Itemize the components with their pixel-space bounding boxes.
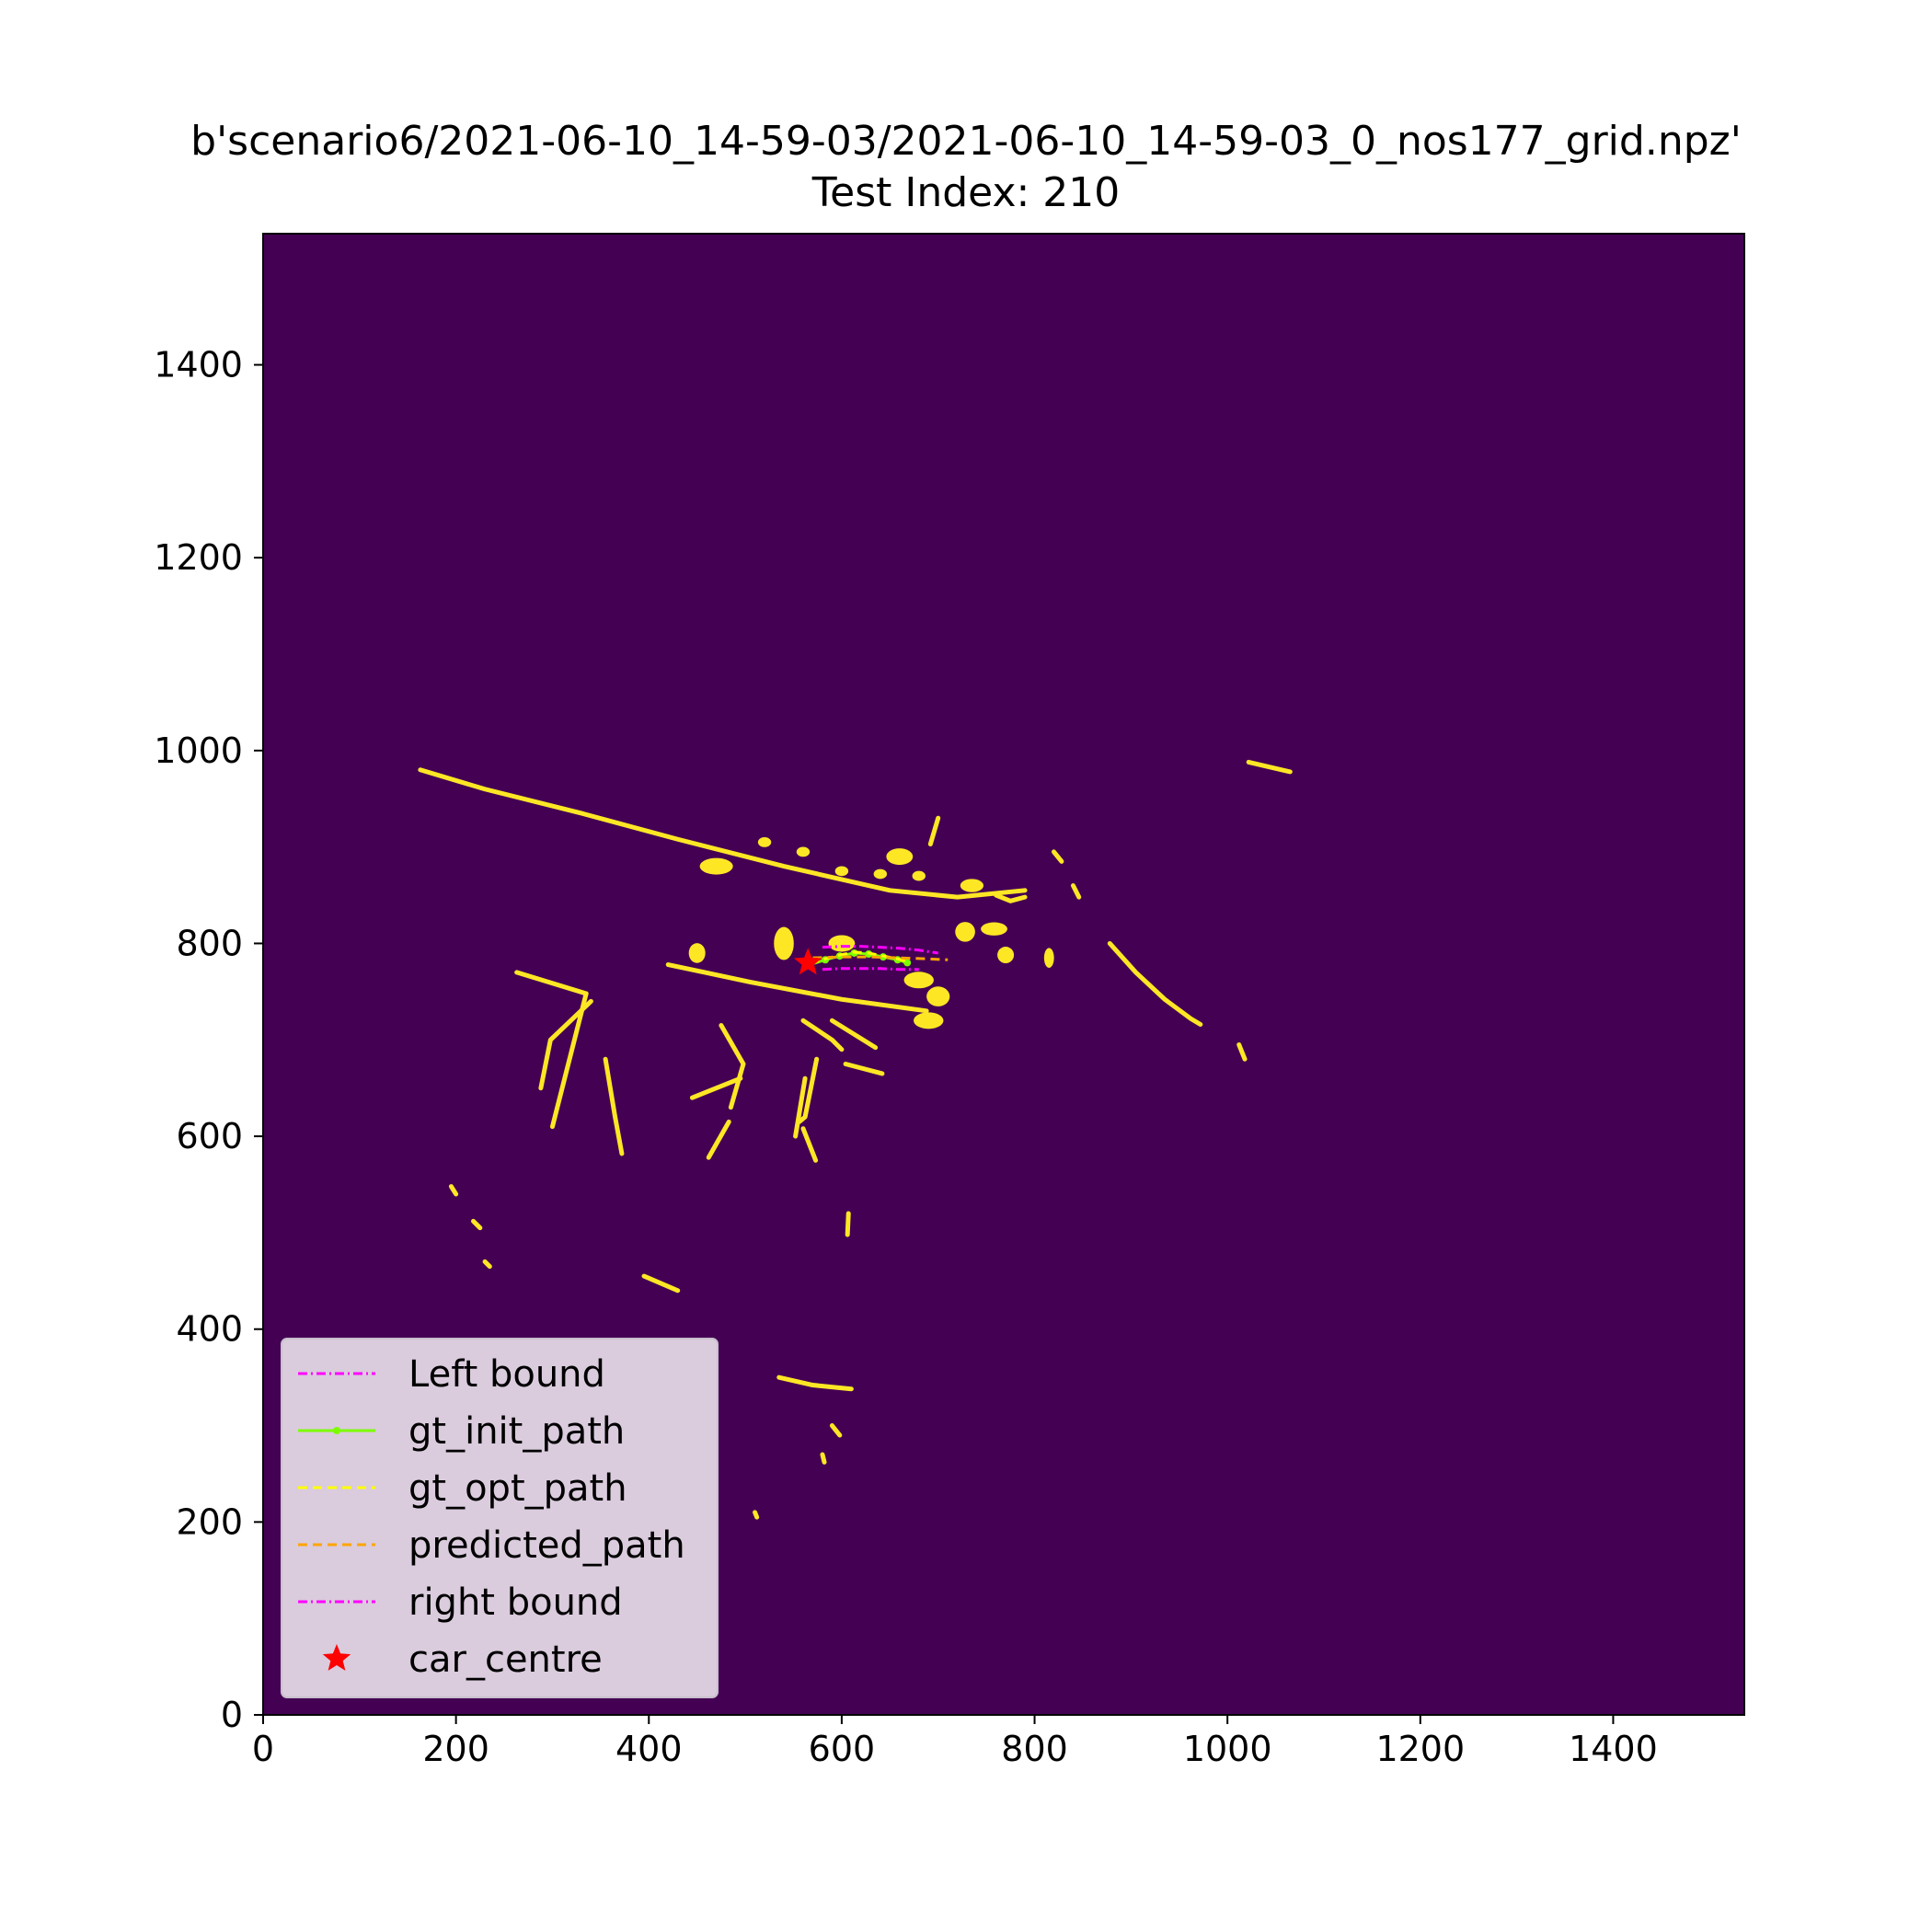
occupancy-segment (689, 1075, 743, 1100)
occupancy-cell (688, 943, 706, 963)
occupancy-segment (641, 1273, 681, 1294)
occupancy-cell (834, 866, 849, 877)
y-tick-label: 400 (176, 1309, 243, 1350)
occupancy-segment (800, 1018, 845, 1052)
occupancy-segment (514, 970, 589, 996)
occupancy-segment (665, 962, 929, 1014)
left-bound-line (822, 945, 938, 955)
legend-box (281, 1338, 719, 1698)
y-tick-label: 1400 (154, 345, 243, 385)
x-tick-label: 400 (615, 1729, 683, 1769)
occupancy-segment (994, 892, 1028, 903)
x-tick-label: 1000 (1183, 1729, 1272, 1769)
gt-init-path-point (903, 959, 912, 967)
y-tick-label: 1000 (154, 730, 243, 771)
x-tick-label: 1400 (1569, 1729, 1658, 1769)
legend-car-centre-label: car_centre (408, 1639, 603, 1681)
occupancy-cell (1043, 948, 1054, 968)
occupancy-segment (843, 1061, 885, 1076)
occupancy-cell (997, 947, 1015, 964)
occupancy-segment (706, 1119, 731, 1160)
occupancy-segment (845, 1211, 851, 1237)
x-tick-label: 600 (809, 1729, 876, 1769)
occupancy-segment (829, 1018, 879, 1051)
occupancy-segment (793, 1075, 808, 1139)
occupancy-cell (828, 935, 856, 952)
occupancy-cell (699, 857, 733, 875)
legend-left-bound-label: Left bound (408, 1353, 605, 1396)
series-layer (794, 945, 949, 975)
y-tick-label: 0 (221, 1695, 243, 1735)
x-tick-label: 800 (1001, 1729, 1068, 1769)
y-tick-label: 200 (176, 1501, 243, 1542)
y-tick-label: 800 (176, 923, 243, 963)
occupancy-segment (1052, 849, 1064, 864)
occupancy-segment (471, 1218, 483, 1231)
occupancy-segment (549, 991, 589, 1130)
occupancy-segment (829, 1423, 843, 1438)
occupancy-segment (776, 1374, 854, 1392)
occupancy-cell (914, 1012, 944, 1029)
occupancy-cell (886, 848, 914, 866)
legend-right-bound-label: right bound (408, 1581, 623, 1624)
predicted-path-line (812, 955, 949, 961)
occupancy-cell (912, 870, 926, 881)
occupancy-segment (1070, 883, 1082, 900)
occupancy-cell (981, 922, 1007, 936)
occupancy-cell (955, 922, 975, 942)
occupancy-segment (1246, 759, 1293, 775)
legend: Left bound gt_init_path gt_opt_pathpredict… (281, 1338, 719, 1698)
occupancy-segment (719, 1023, 746, 1110)
occupancy-segment (482, 1259, 492, 1270)
axes: 0 200 400 600 800 1000 1200 1400 0 200 400 600 800 10… (154, 345, 1658, 1769)
car-centre-marker (794, 948, 822, 975)
occupancy-cell (960, 879, 984, 892)
right-bound-line (822, 967, 919, 972)
occupancy-cell (757, 836, 772, 847)
occupancy-cell (926, 986, 950, 1006)
occupancy-segment (418, 767, 1028, 900)
occupancy-segment (753, 1510, 760, 1520)
x-tick-label: 1200 (1375, 1729, 1465, 1769)
legend-gt-init-path-label: gt_init_path (408, 1410, 625, 1453)
occupancy-cell (873, 868, 888, 880)
x-tick-label: 200 (422, 1729, 489, 1769)
occupancy-segment (797, 1056, 820, 1124)
occupancy-segment (603, 1056, 625, 1156)
legend-gt-init-path-dot (333, 1427, 340, 1434)
y-tick-label: 600 (176, 1116, 243, 1156)
occupancy-segment (800, 1126, 819, 1163)
occupancy-segment (1107, 940, 1203, 1028)
occupancy-layer (418, 759, 1293, 1520)
y-tick-label: 1200 (154, 537, 243, 578)
x-tick-label: 0 (252, 1729, 274, 1769)
occupancy-segment (1236, 1042, 1248, 1062)
occupancy-cell (796, 846, 811, 857)
chart-subtitle: Test Index: 210 (811, 169, 1121, 216)
occupancy-segment (820, 1452, 827, 1465)
legend-gt-opt-path-label: gt_opt_path (408, 1467, 627, 1510)
occupancy-segment (448, 1184, 459, 1197)
occupancy-cell (903, 972, 934, 989)
plot-frame (262, 233, 1745, 1716)
occupancy-cell (774, 926, 794, 960)
occupancy-segment (538, 998, 593, 1091)
chart-title: b'scenario6/2021-06-10_14-59-03/2021-06-… (190, 118, 1742, 165)
occupancy-segment (927, 815, 941, 846)
legend-predicted-path-label: predicted_path (408, 1524, 685, 1567)
legend-car-centre-swatch (322, 1644, 351, 1671)
